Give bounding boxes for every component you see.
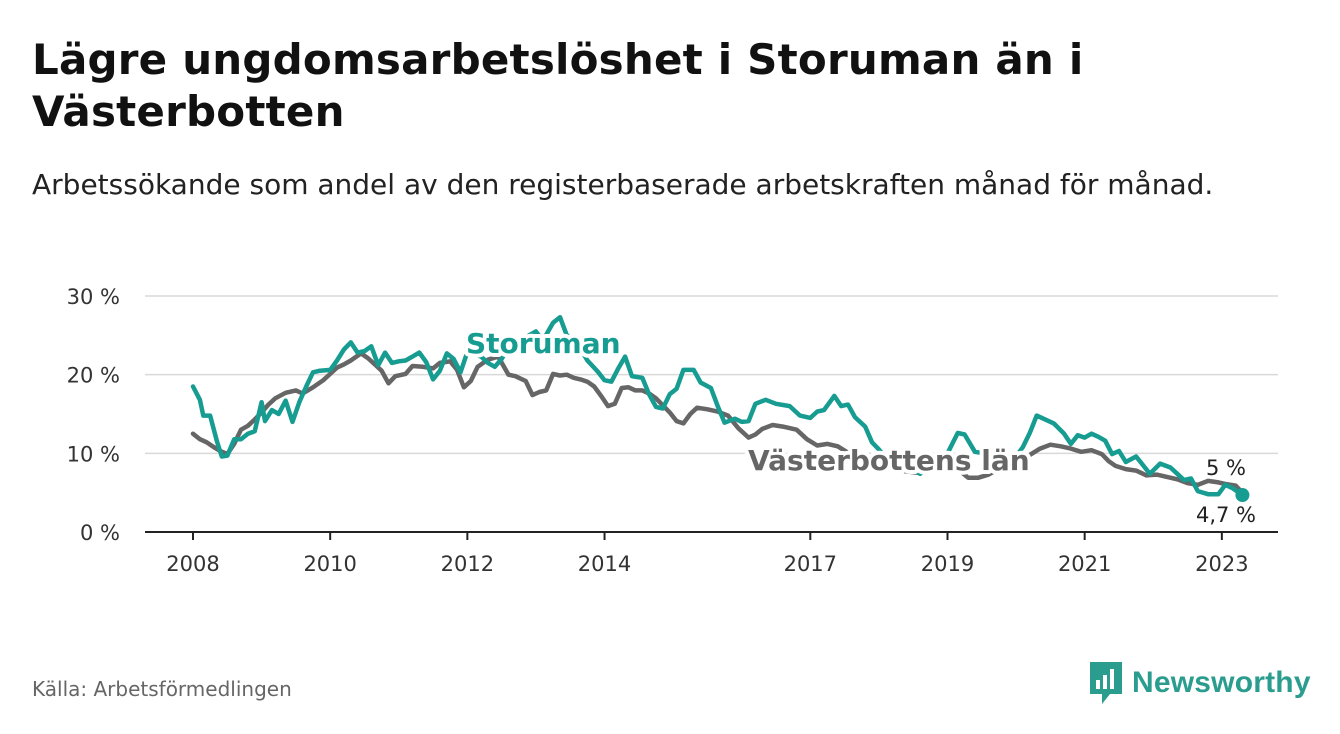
- series-name-label: Västerbottens län: [748, 444, 1030, 477]
- x-tick-label: 2021: [1058, 552, 1111, 576]
- series-line-storuman: [190, 314, 1245, 498]
- x-axis-tick-labels: 2008 2010 2012 2014 2017 2019 2021 2023: [166, 532, 1249, 576]
- grid-lines: [145, 295, 1278, 533]
- chart-title: Lägre ungdomsarbetslöshet i Storuman än …: [32, 35, 1084, 136]
- x-tick-label: 2014: [578, 552, 631, 576]
- series-name-label: Storuman: [466, 327, 621, 360]
- series-labels: Storuman Västerbottens län 5 % 4,7 %: [462, 323, 1259, 530]
- y-axis-tick-labels: 0 % 10 % 20 % 30 %: [67, 285, 120, 545]
- y-tick-label: 20 %: [67, 364, 120, 388]
- series-lines: [190, 314, 1250, 503]
- x-tick-label: 2019: [921, 552, 974, 576]
- x-tick-label: 2010: [303, 552, 356, 576]
- end-value-label-vasterbotten: 5 %: [1206, 456, 1246, 480]
- x-tick-label: 2012: [441, 552, 494, 576]
- x-tick-label: 2017: [784, 552, 837, 576]
- source-note: Källa: Arbetsförmedlingen: [32, 677, 292, 701]
- newsworthy-logo-icon: [1090, 662, 1122, 704]
- y-tick-label: 30 %: [67, 285, 120, 309]
- brand-name: Newsworthy: [1132, 666, 1311, 699]
- y-tick-label: 0 %: [80, 521, 120, 545]
- x-tick-label: 2023: [1195, 552, 1248, 576]
- brand-logo: Newsworthy: [1088, 660, 1311, 706]
- line-chart: 0 % 10 % 20 % 30 % 2008 2010 2012 2014 2017 2019…: [67, 285, 1278, 576]
- end-value-label-storuman: 4,7 %: [1196, 503, 1256, 527]
- y-tick-label: 10 %: [67, 442, 120, 466]
- storuman-end-point: [1235, 488, 1250, 503]
- x-tick-label: 2008: [166, 552, 219, 576]
- chart-subtitle: Arbetssökande som andel av den registerb…: [32, 168, 1214, 201]
